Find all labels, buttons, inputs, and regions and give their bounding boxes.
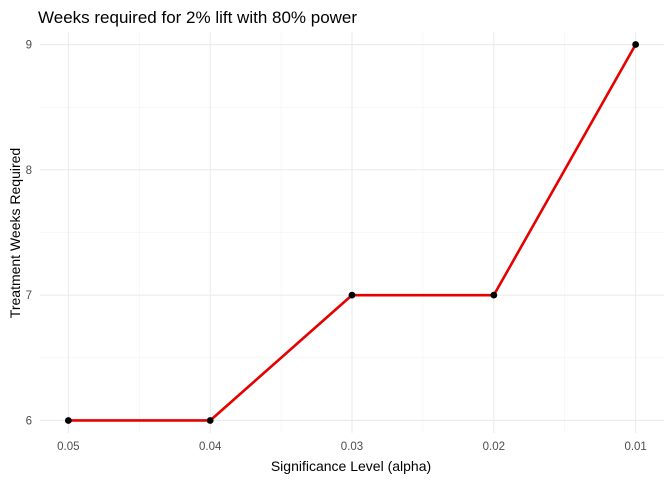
x-tick-label: 0.01 bbox=[624, 441, 646, 453]
y-tick-label: 9 bbox=[26, 40, 32, 52]
data-point bbox=[348, 291, 356, 299]
y-axis-ticks: 6 7 8 9 bbox=[26, 40, 32, 428]
chart-title: Weeks required for 2% lift with 80% powe… bbox=[38, 8, 357, 27]
x-axis-ticks: 0.05 0.04 0.03 0.02 0.01 bbox=[57, 441, 647, 453]
x-tick-label: 0.02 bbox=[483, 441, 505, 453]
x-axis-title: Significance Level (alpha) bbox=[271, 458, 431, 474]
x-tick-label: 0.05 bbox=[57, 441, 79, 453]
data-point bbox=[64, 417, 72, 424]
grid bbox=[40, 32, 664, 433]
x-tick-label: 0.04 bbox=[199, 441, 222, 453]
y-tick-label: 8 bbox=[26, 165, 32, 177]
y-tick-label: 6 bbox=[26, 415, 32, 427]
data-point bbox=[490, 291, 498, 299]
data-point bbox=[632, 41, 640, 48]
series-points bbox=[64, 41, 640, 424]
data-point bbox=[206, 417, 214, 424]
y-tick-label: 7 bbox=[26, 290, 32, 302]
x-tick-label: 0.03 bbox=[341, 441, 363, 453]
y-axis-title: Treatment Weeks Required bbox=[7, 148, 23, 318]
